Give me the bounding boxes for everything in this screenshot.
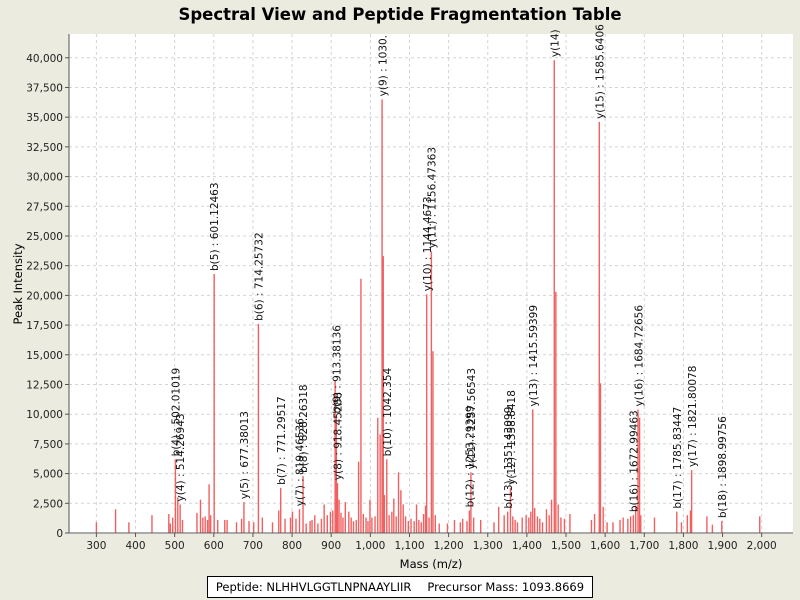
chart-title: Spectral View and Peptide Fragmentation … <box>178 5 621 24</box>
peak-label: b(17) : 1785.83447 <box>672 407 684 509</box>
peak-label: y(11) : 1257.56543 <box>466 368 478 469</box>
peak-label: y(17) : 1821.80078 <box>687 366 699 467</box>
peak-label: b(13) : 1351.43099 <box>503 407 515 509</box>
peak-label: y(14) <box>550 29 562 57</box>
x-tick-label: 2,000 <box>747 540 777 552</box>
x-tick-label: 900 <box>321 540 341 552</box>
peak-label: y(4) : 514.26943 <box>175 413 187 501</box>
x-axis-title: Mass (m/z) <box>400 557 463 571</box>
y-tick-label: 12,500 <box>26 379 63 391</box>
peak-label: b(7) : 771.29517 <box>276 396 288 485</box>
x-tick-label: 1,200 <box>434 540 464 552</box>
x-tick-label: 700 <box>243 540 263 552</box>
peak-label: b(8) : 828.26318 <box>298 384 310 473</box>
y-tick-label: 0 <box>56 528 63 540</box>
x-tick-label: 1,400 <box>512 540 542 552</box>
y-tick-label: 20,000 <box>26 290 63 302</box>
x-tick-label: 1,900 <box>708 540 738 552</box>
y-tick-label: 2,500 <box>33 498 63 510</box>
y-tick-label: 7,500 <box>33 439 63 451</box>
peak-label: b(10) : 1042.354 <box>382 367 394 456</box>
peaks-layer <box>95 60 761 533</box>
peak-label: b(5) : 601.12463 <box>209 182 221 271</box>
x-tick-label: 1,700 <box>629 540 659 552</box>
peak-label: y(11) : 1156.47363 <box>427 147 439 248</box>
peak-label: y(13) : 1415.59399 <box>528 305 540 406</box>
x-tick-label: 300 <box>86 540 106 552</box>
peak-label: b(16) : 1672.99463 <box>629 410 641 512</box>
x-tick-label: 600 <box>204 540 224 552</box>
x-tick-label: 1,000 <box>355 540 385 552</box>
peak-label: b(18) : 1898.99756 <box>717 416 729 518</box>
y-tick-label: 25,000 <box>26 231 63 243</box>
y-tick-label: 37,500 <box>26 82 63 94</box>
y-tick-label: 10,000 <box>26 409 63 421</box>
precursor-mass: Precursor Mass: 1093.8669 <box>427 580 585 594</box>
x-tick-label: 1,300 <box>473 540 503 552</box>
y-axis-title: Peak Intensity <box>11 243 25 324</box>
y-tick-label: 22,500 <box>26 261 63 273</box>
peak-label: y(5) : 677.38013 <box>239 411 251 499</box>
y-tick-label: 17,500 <box>26 320 63 332</box>
peak-label: b(9) : 913.38136 <box>331 325 343 414</box>
y-tick-label: 5,000 <box>33 469 63 481</box>
peak-label: y(12) : 1358.8418 <box>506 390 518 485</box>
peak-label: y(8) : 918.45288 <box>332 392 344 480</box>
x-tick-label: 800 <box>282 540 302 552</box>
y-tick-label: 27,500 <box>26 201 63 213</box>
peak-label: b(12) : 1253.29399 <box>464 406 476 508</box>
peak-label: y(7) : 819.46536 <box>295 418 307 506</box>
x-tick-label: 1,800 <box>668 540 698 552</box>
peptide-sequence: Peptide: NLHHVLGGTLNPNAAYLIIR <box>215 580 412 594</box>
peptide-info-box: Peptide: NLHHVLGGTLNPNAAYLIIR Precursor … <box>207 576 593 598</box>
y-tick-label: 30,000 <box>26 172 63 184</box>
y-tick-label: 35,000 <box>26 112 63 124</box>
x-tick-label: 500 <box>165 540 185 552</box>
x-tick-label: 1,100 <box>394 540 424 552</box>
y-axis-ticks: 0 2,500 5,000 7,500 10,000 12,500 15,000 17,500… <box>26 53 69 540</box>
x-tick-label: 1,600 <box>590 540 620 552</box>
x-axis-ticks: 300 400 500 600 700 800 900 1,000 1,100 1,200 1,30… <box>86 533 777 552</box>
peak-label: b(6) : 714.25732 <box>254 232 266 321</box>
y-tick-label: 40,000 <box>26 53 63 65</box>
peak-label: y(15) : 1585.6406 <box>595 24 607 119</box>
y-tick-label: 32,500 <box>26 142 63 154</box>
peak-label: y(9) : 1030. <box>377 35 389 96</box>
peak-label: y(10) : 1144.4673 <box>422 196 434 291</box>
x-tick-label: 400 <box>126 540 146 552</box>
peak-label: b(4) : 502.01019 <box>170 368 182 457</box>
peak-label: y(16) : 1684.72656 <box>633 305 645 407</box>
y-tick-label: 15,000 <box>26 350 63 362</box>
x-tick-label: 1,500 <box>551 540 581 552</box>
